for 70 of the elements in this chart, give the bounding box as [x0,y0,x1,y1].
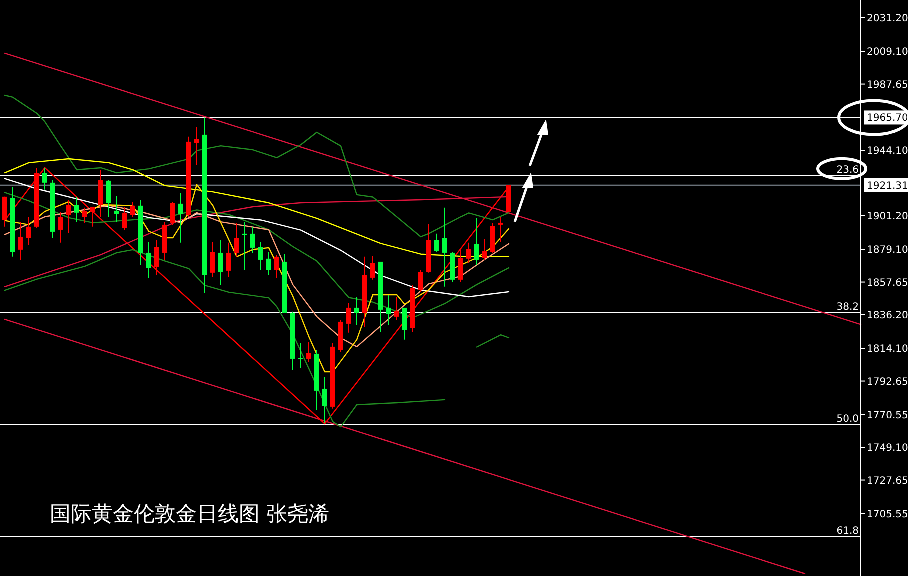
annotation: 38.2 [836,302,859,313]
candlestick [394,296,400,320]
candlestick [346,302,352,334]
candlestick [322,376,328,424]
ref-line-label: 1921.31 [867,180,908,192]
line-series [4,158,510,258]
candlestick [170,201,176,226]
candlestick [266,252,272,276]
candlestick [458,249,464,283]
line-series [4,184,510,373]
candlestick [274,254,280,278]
candlestick [226,242,232,278]
candlestick [42,167,48,190]
line-series [4,249,446,428]
candlestick [258,242,264,271]
candlestick [386,294,392,326]
line-series [4,205,510,348]
line-series [4,192,510,319]
candlestick [26,216,32,246]
candlestick [66,199,72,234]
candlestick [474,217,480,266]
candlestick [154,240,160,276]
y-tick-label: 1879.10 [867,245,908,256]
candlestick [90,206,96,228]
candlestick [114,196,120,223]
candlestick [130,201,136,218]
y-tick-label: 1901.20 [867,211,908,222]
ref-line-label: 1965.70 [867,113,908,124]
candlestick [434,233,440,253]
y-tick-label: 1727.65 [867,476,908,487]
candlestick [242,222,248,271]
candlestick [82,207,88,224]
candlestick [298,342,304,368]
candlestick [482,238,488,260]
candlestick [210,242,216,278]
y-tick-label: 1857.65 [867,278,908,289]
y-tick-label: 1836.20 [867,310,908,322]
candlestick [18,222,24,260]
annotation: 61.8 [836,526,859,538]
candlestick [106,180,112,218]
candlestick [218,240,224,286]
y-tick-label: 2009.10 [867,47,908,58]
candlestick [122,206,128,230]
candlestick [234,222,240,258]
candlestick [354,296,360,326]
candlestick [442,207,448,288]
y-tick-label: 1814.10 [867,344,908,356]
candlestick [194,126,200,166]
y-tick-label: 2031.20 [867,13,908,24]
candlestick [466,242,472,264]
candlestick [418,270,424,292]
candlestick [250,226,256,254]
candlestick [402,307,408,340]
y-tick-label: 1987.65 [867,80,908,91]
y-tick-label: 1944.10 [867,146,908,158]
annotation: 50.0 [836,414,859,425]
y-tick-label: 1749.10 [867,443,908,454]
y-tick-label: 1770.55 [867,410,908,422]
text: 国际黄金伦敦金日线图 张尧浠 [50,502,330,526]
annotation: 23.6 [836,164,859,176]
candlestick [306,342,312,363]
y-tick-label: 1792.65 [867,376,908,388]
y-tick-label: 1705.55 [867,509,908,520]
candlestick [58,212,64,244]
candlestick [74,196,80,223]
candlestick [498,216,504,243]
candlestick [370,256,376,280]
line-series [4,94,510,238]
candlestick [146,242,152,278]
candlestick [178,192,184,244]
